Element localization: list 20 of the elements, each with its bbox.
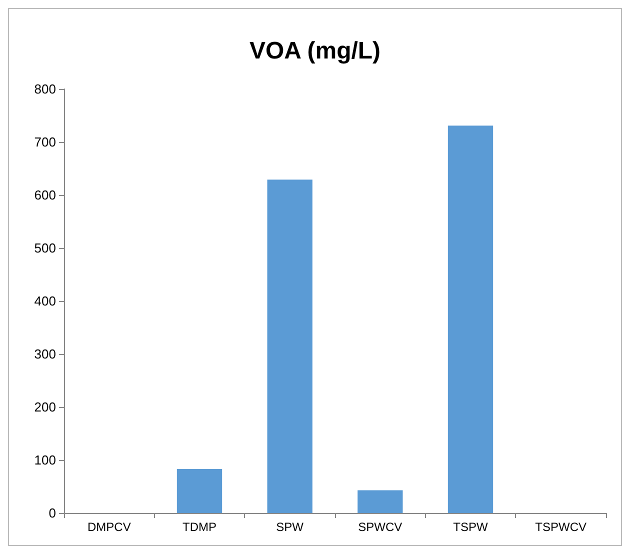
- y-tick-label: 300: [34, 346, 56, 362]
- y-tick-label: 0: [48, 506, 56, 520]
- x-tick-label: TDMP: [182, 520, 216, 534]
- y-tick-label: 700: [34, 134, 56, 150]
- y-tick-label: 800: [34, 82, 56, 96]
- x-tick-label: DMPCV: [87, 520, 131, 534]
- x-tick-label: SPWCV: [358, 520, 402, 534]
- x-tick-label: SPW: [276, 520, 304, 534]
- x-tick-label: TSPW: [453, 520, 488, 534]
- y-tick-label: 100: [34, 452, 56, 468]
- y-tick-label: 500: [34, 240, 56, 256]
- chart-title: VOA (mg/L): [249, 38, 381, 64]
- x-tick-label: TSPWCV: [535, 520, 587, 534]
- bar: [267, 180, 312, 513]
- y-tick-label: 200: [34, 400, 56, 414]
- bar: [358, 490, 403, 513]
- bar: [176, 469, 222, 513]
- y-tick-label: 600: [34, 188, 56, 202]
- bar: [448, 126, 494, 513]
- y-tick-label: 400: [34, 294, 56, 308]
